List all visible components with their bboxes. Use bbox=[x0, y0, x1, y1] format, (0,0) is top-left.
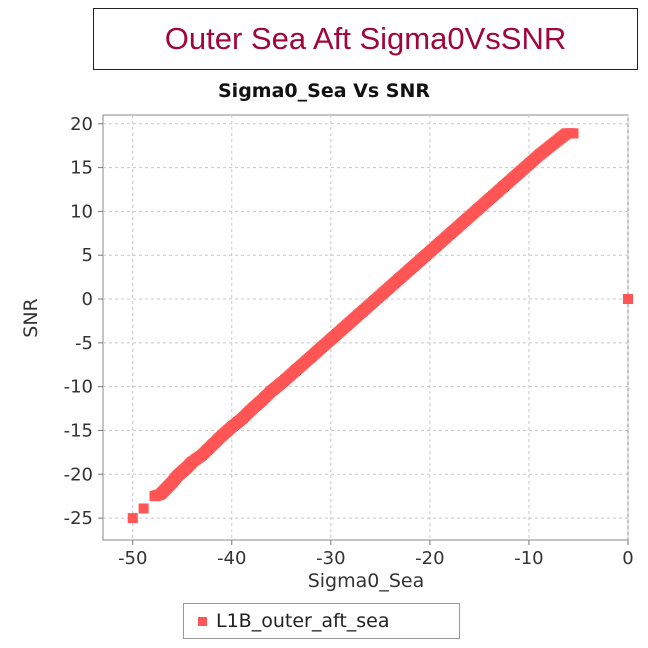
x-axis-label: Sigma0_Sea bbox=[308, 570, 425, 592]
data-points bbox=[127, 128, 633, 524]
data-point bbox=[568, 128, 579, 139]
y-tick-label: 10 bbox=[70, 201, 93, 222]
grid-lines bbox=[103, 115, 629, 540]
chart-title: Sigma0_Sea Vs SNR bbox=[218, 80, 430, 102]
x-tick-label: -50 bbox=[118, 548, 147, 569]
x-tick-label: 0 bbox=[622, 548, 633, 569]
data-point bbox=[623, 294, 633, 305]
y-tick-label: -20 bbox=[64, 464, 93, 485]
y-tick-label: -5 bbox=[75, 333, 93, 354]
y-tick-label: -15 bbox=[64, 420, 93, 441]
y-tick-label: 5 bbox=[82, 245, 93, 266]
data-point bbox=[138, 503, 149, 514]
chart-legend: L1B_outer_aft_sea bbox=[183, 603, 460, 639]
axis-ticks: -50 -40 -30 -20 -10 0 20 15 10 5 0 -5 -10 -15 -20 -25 bbox=[64, 114, 634, 569]
y-tick-label: -10 bbox=[64, 377, 93, 398]
x-tick-label: -40 bbox=[217, 548, 246, 569]
y-tick-label: 20 bbox=[70, 114, 93, 135]
legend-swatch bbox=[198, 616, 207, 626]
legend-label: L1B_outer_aft_sea bbox=[216, 610, 390, 632]
x-tick-label: -20 bbox=[415, 548, 444, 569]
y-tick-label: -25 bbox=[64, 508, 93, 529]
y-tick-label: 0 bbox=[82, 289, 93, 310]
data-point bbox=[127, 513, 138, 524]
y-tick-label: 15 bbox=[70, 158, 93, 179]
x-tick-label: -10 bbox=[514, 548, 543, 569]
x-tick-label: -30 bbox=[316, 548, 345, 569]
chart-banner-title: Outer Sea Aft Sigma0VsSNR bbox=[93, 8, 638, 70]
y-axis-label: SNR bbox=[20, 298, 42, 337]
